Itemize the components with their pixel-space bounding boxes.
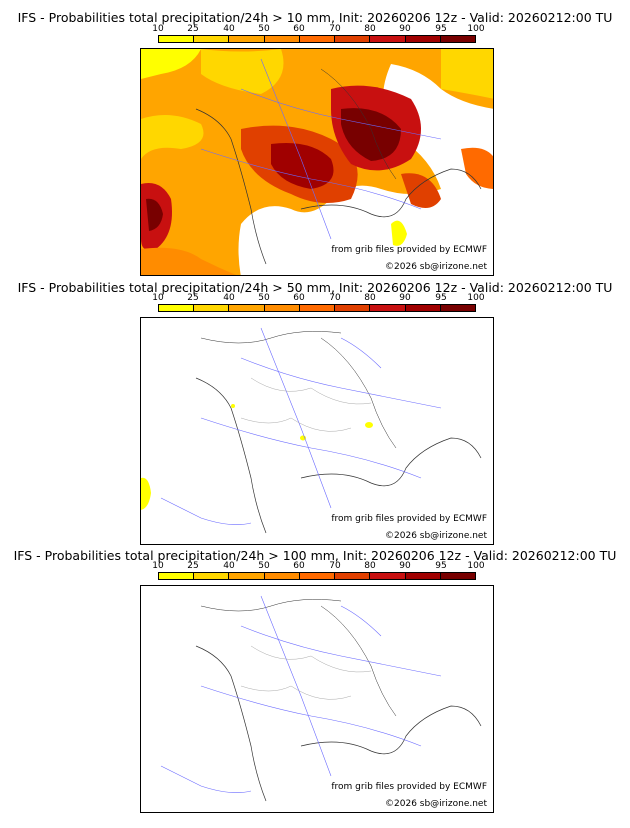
credit-source: from grib files provided by ECMWF [331, 782, 487, 792]
scale-label: 60 [293, 24, 305, 34]
scale-label: 80 [364, 293, 376, 303]
scale-bar [158, 304, 476, 312]
scale-swatch [194, 36, 230, 42]
scale-swatch [194, 573, 230, 579]
scale-label: 50 [258, 293, 270, 303]
scale-swatch [335, 305, 371, 311]
scale-label: 95 [435, 24, 447, 34]
panel-title-50mm: IFS - Probabilities total precipitation/… [17, 280, 613, 295]
panel-title-10mm: IFS - Probabilities total precipitation/… [17, 10, 613, 25]
scale-swatch [194, 305, 230, 311]
map-10mm: from grib files provided by ECMWF ©2026 … [140, 48, 494, 276]
panel-title-100mm: IFS - Probabilities total precipitation/… [13, 548, 617, 563]
scale-label: 40 [223, 24, 235, 34]
scale-swatch [264, 36, 300, 42]
scale-label: 10 [152, 561, 164, 571]
map-100mm-graphic [160, 595, 482, 802]
scale-swatch [440, 36, 475, 42]
scale-label: 70 [329, 293, 341, 303]
credit-copyright: ©2026 sb@irizone.net [385, 531, 487, 541]
credit-copyright: ©2026 sb@irizone.net [385, 799, 487, 809]
scale-swatch [264, 305, 300, 311]
scale-label: 95 [435, 293, 447, 303]
scale-label: 10 [152, 24, 164, 34]
scale-label: 40 [223, 561, 235, 571]
map-50mm-graphic [141, 327, 482, 534]
scale-label: 90 [399, 561, 411, 571]
scale-label: 70 [329, 24, 341, 34]
scale-bar [158, 572, 476, 580]
scale-label: 90 [399, 293, 411, 303]
color-scale-100mm: 10 25 40 50 60 70 80 90 95 100 [152, 561, 485, 583]
credit-source: from grib files provided by ECMWF [331, 514, 487, 524]
scale-swatch [440, 573, 475, 579]
scale-swatch [335, 573, 371, 579]
credit-source: from grib files provided by ECMWF [331, 245, 487, 255]
color-scale-10mm: 10 25 40 50 60 70 80 90 95 100 [152, 24, 485, 46]
scale-label: 25 [187, 24, 199, 34]
scale-label: 80 [364, 24, 376, 34]
scale-label: 95 [435, 561, 447, 571]
scale-label: 50 [258, 24, 270, 34]
scale-swatch [299, 305, 336, 311]
credit-copyright: ©2026 sb@irizone.net [385, 262, 487, 272]
scale-swatch [159, 573, 195, 579]
scale-label: 70 [329, 561, 341, 571]
map-10mm-graphic [141, 49, 493, 275]
scale-label: 60 [293, 561, 305, 571]
scale-swatch [264, 573, 300, 579]
scale-swatch [229, 36, 265, 42]
scale-label: 40 [223, 293, 235, 303]
scale-swatch [405, 36, 441, 42]
scale-label: 25 [187, 293, 199, 303]
scale-swatch [299, 36, 336, 42]
scale-swatch [370, 36, 406, 42]
scale-swatch [229, 573, 265, 579]
scale-swatch [299, 573, 336, 579]
scale-swatch [370, 573, 406, 579]
scale-swatch [370, 305, 406, 311]
scale-label: 10 [152, 293, 164, 303]
scale-label: 100 [467, 293, 485, 303]
scale-swatch [159, 36, 195, 42]
scale-labels: 10 25 40 50 60 70 80 90 95 100 [152, 293, 484, 303]
color-scale-50mm: 10 25 40 50 60 70 80 90 95 100 [152, 293, 485, 315]
scale-swatch [335, 36, 371, 42]
scale-swatch [159, 305, 195, 311]
scale-label: 25 [187, 561, 199, 571]
scale-swatch [405, 305, 441, 311]
scale-swatch [405, 573, 441, 579]
scale-bar [158, 35, 476, 43]
scale-label: 90 [399, 24, 411, 34]
map-100mm: from grib files provided by ECMWF ©2026 … [140, 585, 494, 813]
scale-labels: 10 25 40 50 60 70 80 90 95 100 [152, 561, 484, 571]
scale-label: 100 [467, 561, 485, 571]
scale-swatch [440, 305, 475, 311]
scale-labels: 10 25 40 50 60 70 80 90 95 100 [152, 24, 484, 34]
scale-label: 60 [293, 293, 305, 303]
scale-swatch [229, 305, 265, 311]
map-50mm: from grib files provided by ECMWF ©2026 … [140, 317, 494, 545]
scale-label: 80 [364, 561, 376, 571]
scale-label: 50 [258, 561, 270, 571]
scale-label: 100 [467, 24, 485, 34]
